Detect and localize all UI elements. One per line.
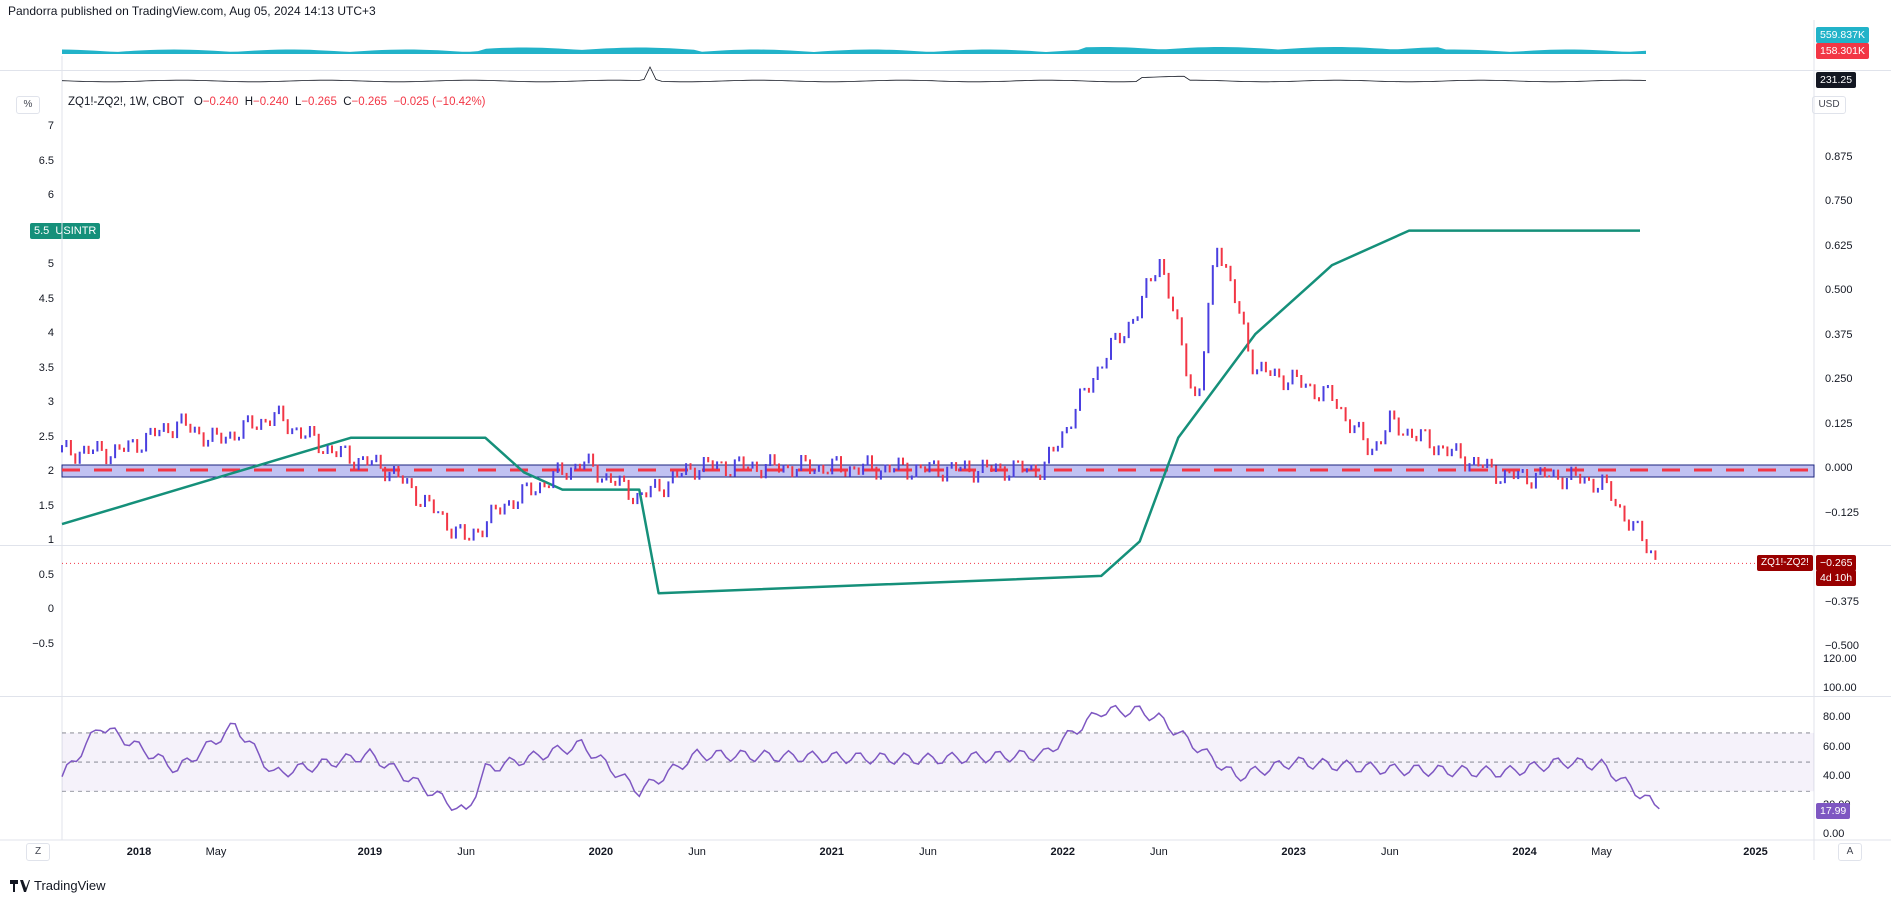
time-axis-tick: 2023	[1281, 846, 1306, 858]
left-axis-tick: 7	[47, 120, 54, 132]
right-axis-tick: 0.250	[1825, 373, 1853, 386]
left-axis-tick: 6	[47, 189, 54, 202]
percent-scale-button[interactable]: %	[16, 96, 40, 114]
time-axis-tick: May	[1591, 846, 1612, 858]
low-value: −0.265	[301, 96, 337, 108]
volume-tag-2: 158.301K	[1816, 43, 1869, 59]
right-axis-tick: −0.125	[1825, 506, 1859, 519]
right-axis-tick: 0.500	[1825, 284, 1853, 297]
price-symbol-tag: ZQ1!-ZQ2!	[1757, 555, 1813, 571]
symbol-legend[interactable]: ZQ1!-ZQ2!, 1W, CBOT O−0.240 H−0.240 L−0.…	[68, 96, 486, 108]
volume-ma-line	[61, 66, 1647, 83]
auto-scale-button[interactable]: A	[1838, 843, 1862, 861]
rsi-axis-tick: 120.00	[1823, 653, 1857, 665]
open-label: O	[193, 96, 203, 108]
time-axis-tick: Jun	[1380, 846, 1399, 858]
close-value: −0.265	[351, 96, 388, 108]
publisher-line: Pandorra published on TradingView.com, A…	[8, 4, 376, 18]
left-axis-tick: 3	[47, 396, 54, 409]
rsi-background-band	[62, 732, 1814, 792]
pane-divider	[0, 696, 1891, 697]
tradingview-logo-icon	[10, 879, 30, 892]
rsi-line	[61, 704, 1660, 812]
usintr-tag-value: 5.5	[34, 225, 50, 237]
close-label: C	[343, 96, 352, 108]
time-axis-tick: 2019	[357, 846, 383, 858]
right-axis-tick: 0.375	[1825, 328, 1853, 341]
price-value-tag: −0.265	[1816, 555, 1857, 571]
time-axis-tick: Jun	[457, 846, 475, 858]
left-axis-tick: 4	[47, 327, 54, 340]
rsi-axis-tick: 40.00	[1823, 769, 1851, 782]
left-axis-tick: −0.5	[32, 638, 54, 650]
right-axis-tick: 0.750	[1825, 195, 1853, 208]
left-axis-tick: 2	[47, 465, 54, 478]
low-label: L	[294, 96, 302, 108]
currency-button[interactable]: USD	[1812, 96, 1846, 114]
left-axis-tick: 3.5	[38, 361, 54, 374]
time-axis-tick: Jun	[919, 846, 937, 858]
tradingview-footer[interactable]: TradingView	[10, 878, 106, 893]
left-axis-tick: 6.5	[38, 154, 54, 167]
time-axis-tick: 2021	[819, 846, 845, 858]
footer-brand: TradingView	[34, 878, 106, 893]
countdown-tag: 4d 10h	[1816, 570, 1857, 586]
time-axis-tick: May	[205, 846, 227, 858]
right-axis-tick: −0.375	[1825, 595, 1859, 608]
volume-area	[62, 47, 1646, 54]
pane-divider	[0, 70, 1891, 71]
time-axis-tick: 2020	[588, 846, 614, 858]
rsi-axis-tick: 0.00	[1823, 828, 1845, 840]
time-axis-tick: Jun	[688, 846, 706, 858]
time-axis-tick: 2024	[1512, 846, 1537, 858]
time-axis-tick: Jun	[1150, 846, 1168, 858]
usintr-tag-label: USINTR	[55, 225, 97, 237]
time-axis-tick: 2018	[126, 846, 152, 858]
open-value: −0.240	[202, 96, 239, 108]
symbol-name: ZQ1!-ZQ2!, 1W, CBOT	[68, 96, 185, 108]
volume-tag-3: 231.25	[1816, 72, 1857, 88]
right-axis-tick: 0.125	[1825, 417, 1853, 430]
rsi-axis-tick: 100.00	[1823, 682, 1857, 695]
left-axis-tick: 5	[47, 258, 54, 271]
high-label: H	[244, 96, 254, 108]
change-value: −0.025 (−10.42%)	[393, 96, 486, 108]
left-axis-tick: 1.5	[38, 499, 54, 512]
usintr-line	[61, 229, 1640, 595]
left-axis-tick: 2.5	[38, 430, 54, 443]
usintr-tag: 5.5 USINTR	[30, 223, 101, 239]
time-axis-tick: 2025	[1743, 846, 1768, 858]
right-axis-tick: 0.875	[1825, 151, 1853, 163]
left-axis-tick: 1	[47, 534, 54, 547]
left-axis-tick: 0.5	[38, 568, 54, 581]
right-axis-tick: 0.000	[1825, 462, 1853, 475]
rsi-axis-tick: 60.00	[1823, 740, 1851, 753]
right-axis-tick: −0.500	[1825, 640, 1859, 652]
rsi-value-tag: 17.99	[1816, 803, 1851, 819]
left-axis-tick: 0	[47, 603, 54, 616]
zoom-button[interactable]: Z	[26, 843, 50, 861]
time-axis-tick: 2022	[1050, 846, 1075, 858]
volume-tag-1: 559.837K	[1816, 27, 1869, 43]
spread-candles	[61, 247, 1657, 560]
pane-divider	[0, 545, 1891, 546]
left-axis-tick: 4.5	[38, 292, 54, 305]
rsi-axis-tick: 80.00	[1823, 711, 1851, 724]
right-axis-tick: 0.625	[1825, 239, 1853, 252]
high-value: −0.240	[253, 96, 289, 108]
